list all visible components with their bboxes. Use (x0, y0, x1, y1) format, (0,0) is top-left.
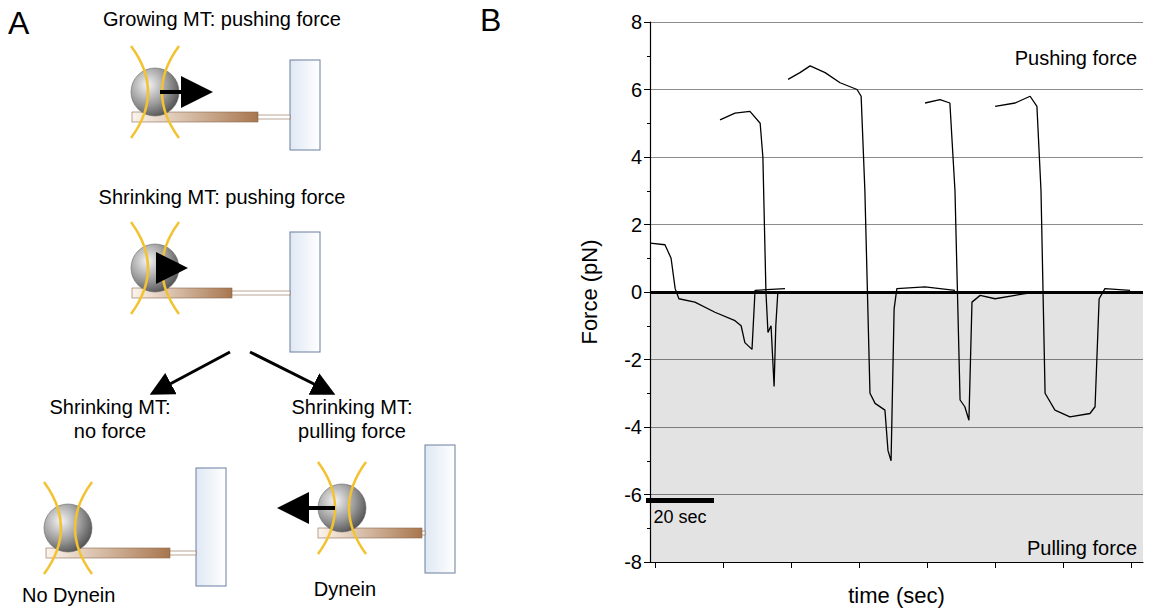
svg-text:-2: -2 (624, 349, 642, 371)
svg-text:8: 8 (631, 11, 642, 33)
svg-text:Growing MT: pushing force: Growing MT: pushing force (103, 8, 341, 30)
svg-text:time (sec): time (sec) (848, 583, 945, 608)
svg-text:B: B (480, 2, 501, 38)
svg-text:Shrinking MT: pushing force: Shrinking MT: pushing force (99, 186, 346, 208)
svg-text:no force: no force (74, 420, 146, 442)
svg-text:pulling force: pulling force (298, 420, 406, 442)
svg-text:6: 6 (631, 79, 642, 101)
svg-text:-8: -8 (624, 551, 642, 573)
svg-text:Shrinking MT:: Shrinking MT: (291, 396, 412, 418)
svg-text:Force (pN): Force (pN) (577, 239, 602, 344)
svg-text:Dynein: Dynein (314, 578, 376, 600)
svg-text:-6: -6 (624, 484, 642, 506)
svg-text:No Dynein: No Dynein (22, 584, 115, 606)
svg-text:Pushing force: Pushing force (1015, 47, 1137, 69)
svg-text:0: 0 (631, 281, 642, 303)
svg-text:A: A (8, 5, 30, 41)
svg-text:Shrinking MT:: Shrinking MT: (49, 396, 170, 418)
svg-text:2: 2 (631, 214, 642, 236)
svg-text:-4: -4 (624, 416, 642, 438)
svg-text:4: 4 (631, 146, 642, 168)
